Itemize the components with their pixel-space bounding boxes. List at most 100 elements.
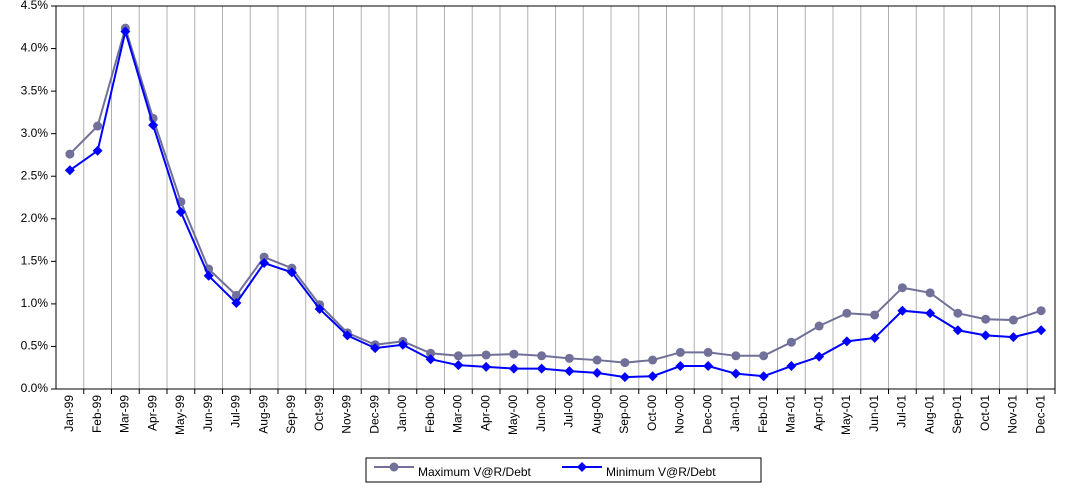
x-tick-label: May-99 bbox=[173, 395, 187, 435]
x-tick-label: Jan-00 bbox=[395, 395, 409, 432]
data-point bbox=[508, 363, 519, 374]
x-tick-label: Sep-99 bbox=[284, 395, 298, 434]
data-point bbox=[786, 337, 796, 347]
data-point bbox=[925, 288, 935, 298]
x-tick-label: Feb-00 bbox=[423, 395, 437, 433]
data-point bbox=[65, 149, 75, 159]
data-point bbox=[592, 355, 602, 365]
data-point bbox=[842, 308, 852, 318]
data-point bbox=[426, 348, 436, 358]
data-point bbox=[952, 325, 963, 336]
x-tick-label: Nov-01 bbox=[1006, 395, 1020, 434]
data-point bbox=[730, 368, 741, 379]
data-point bbox=[537, 351, 547, 361]
data-point bbox=[564, 353, 574, 363]
data-point bbox=[786, 361, 797, 372]
data-point bbox=[897, 283, 907, 293]
x-tick-label: Aug-99 bbox=[256, 395, 270, 434]
data-point bbox=[731, 351, 741, 361]
x-tick-label: Nov-99 bbox=[340, 395, 354, 434]
x-tick-label: Jun-00 bbox=[534, 395, 548, 432]
data-point bbox=[231, 290, 241, 300]
data-point bbox=[453, 351, 463, 361]
data-point bbox=[481, 361, 492, 372]
x-tick-label: Apr-00 bbox=[478, 395, 492, 431]
data-point bbox=[1008, 332, 1019, 343]
data-point bbox=[259, 252, 269, 262]
x-tick-label: Jun-01 bbox=[867, 395, 881, 432]
x-tick-label: Mar-01 bbox=[784, 395, 798, 433]
data-point bbox=[897, 305, 908, 316]
data-point bbox=[453, 360, 464, 371]
x-tick-label: Oct-00 bbox=[645, 395, 659, 431]
x-tick-label: Oct-99 bbox=[312, 395, 326, 431]
data-point bbox=[481, 350, 491, 360]
data-point bbox=[648, 355, 658, 365]
x-tick-label: Aug-01 bbox=[922, 395, 936, 434]
y-tick-label: 0.5% bbox=[21, 339, 49, 353]
legend-box bbox=[365, 457, 762, 483]
data-point bbox=[203, 270, 214, 281]
y-tick-label: 1.5% bbox=[21, 254, 49, 268]
data-point bbox=[869, 332, 880, 343]
x-tick-label: Jul-01 bbox=[895, 395, 909, 428]
data-point bbox=[93, 121, 103, 131]
data-point bbox=[703, 347, 713, 357]
y-tick-label: 2.0% bbox=[21, 211, 49, 225]
data-point bbox=[370, 343, 381, 354]
x-tick-label: Mar-00 bbox=[451, 395, 465, 433]
data-point bbox=[148, 120, 159, 131]
x-tick-label: Sep-00 bbox=[617, 395, 631, 434]
data-point bbox=[953, 308, 963, 318]
data-point bbox=[259, 258, 270, 269]
data-point bbox=[675, 347, 685, 357]
data-point bbox=[536, 363, 547, 374]
x-tick-label: Jan-01 bbox=[728, 395, 742, 432]
data-point bbox=[92, 145, 103, 156]
data-point bbox=[1008, 315, 1018, 325]
y-tick-label: 3.0% bbox=[21, 126, 49, 140]
x-tick-label: Aug-00 bbox=[589, 395, 603, 434]
data-point bbox=[509, 349, 519, 359]
data-point bbox=[841, 336, 852, 347]
x-tick-label: Jul-00 bbox=[562, 395, 576, 428]
data-point bbox=[231, 298, 242, 309]
x-tick-label: Feb-99 bbox=[90, 395, 104, 433]
data-point bbox=[758, 371, 769, 382]
x-tick-label: Jul-99 bbox=[229, 395, 243, 428]
series-line bbox=[69, 24, 1042, 364]
data-point bbox=[619, 372, 630, 383]
data-point bbox=[814, 351, 825, 362]
data-point bbox=[342, 330, 353, 341]
data-point bbox=[759, 351, 769, 361]
data-point bbox=[564, 366, 575, 377]
data-point bbox=[592, 367, 603, 378]
data-point bbox=[925, 308, 936, 319]
y-tick-label: 3.5% bbox=[21, 83, 49, 97]
x-tick-label: May-00 bbox=[506, 395, 520, 435]
data-point bbox=[314, 303, 325, 314]
legend-marker bbox=[577, 462, 587, 472]
data-point bbox=[286, 267, 297, 278]
data-point bbox=[120, 26, 131, 37]
legend-label: Maximum V@R/Debt bbox=[418, 465, 532, 479]
data-point bbox=[870, 310, 880, 320]
data-point bbox=[64, 165, 75, 176]
data-point bbox=[647, 371, 658, 382]
x-tick-label: Oct-01 bbox=[978, 395, 992, 431]
data-point bbox=[620, 358, 630, 368]
y-tick-label: 4.5% bbox=[21, 0, 49, 12]
data-point bbox=[980, 330, 991, 341]
series-line bbox=[69, 27, 1042, 379]
data-point bbox=[397, 339, 408, 350]
x-tick-label: Jan-99 bbox=[62, 395, 76, 432]
x-tick-label: Sep-01 bbox=[950, 395, 964, 434]
x-tick-label: Apr-99 bbox=[145, 395, 159, 431]
data-point bbox=[814, 321, 824, 331]
data-point bbox=[981, 314, 991, 324]
x-tick-label: Dec-01 bbox=[1033, 395, 1047, 434]
x-tick-label: Nov-00 bbox=[673, 395, 687, 434]
y-tick-label: 0.0% bbox=[21, 381, 49, 395]
x-tick-label: Mar-99 bbox=[118, 395, 132, 433]
